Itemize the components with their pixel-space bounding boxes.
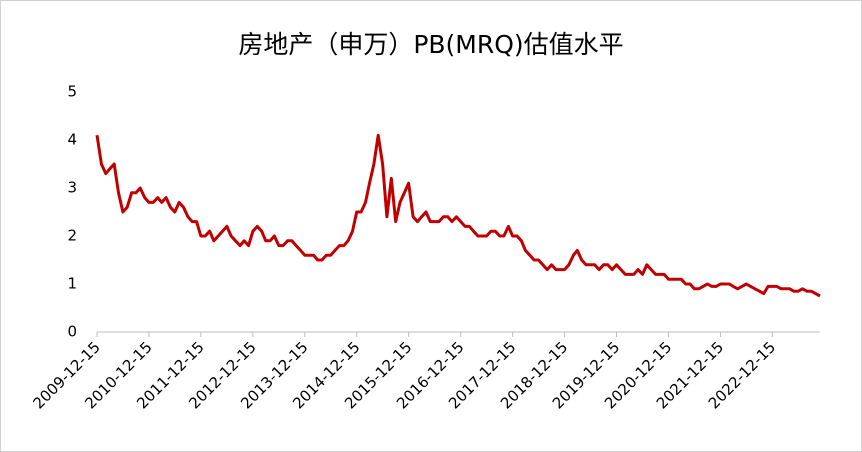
y-tick-label: 1: [67, 275, 77, 293]
y-tick-label: 5: [67, 83, 77, 101]
y-tick-label: 0: [67, 323, 77, 341]
y-tick-label: 3: [67, 179, 77, 197]
y-tick-label: 4: [67, 131, 77, 149]
y-tick-label: 2: [67, 227, 77, 245]
data-line: [95, 133, 821, 298]
chart-title: 房地产（申万）PB(MRQ)估值水平: [238, 30, 623, 59]
